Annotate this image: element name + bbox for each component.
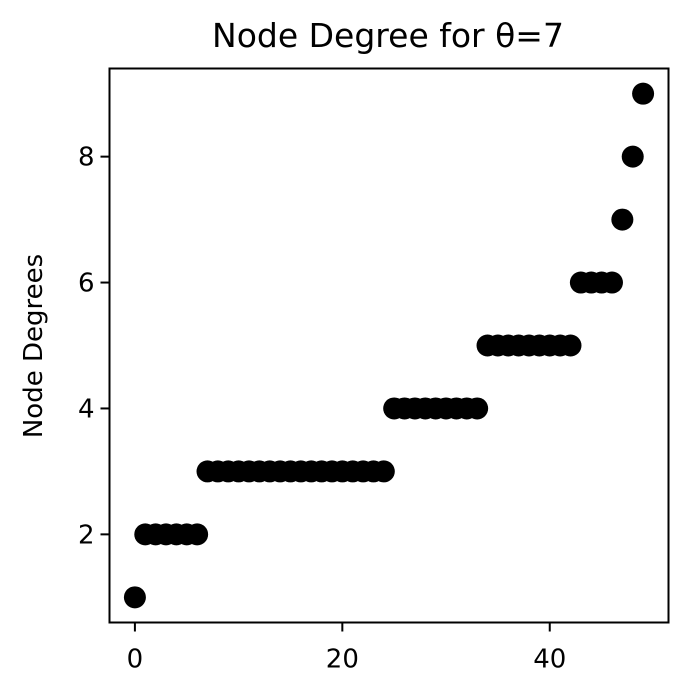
data-point	[466, 397, 489, 420]
x-axis-ticks: 0 20 40	[127, 622, 566, 675]
y-tick-label: 4	[78, 394, 95, 424]
data-point	[600, 271, 623, 294]
x-tick-label: 0	[127, 645, 144, 675]
y-tick-label: 6	[78, 269, 95, 299]
data-point	[186, 523, 209, 546]
y-tick-label: 2	[78, 520, 95, 550]
plot-frame	[108, 67, 670, 624]
x-tick-label: 20	[326, 645, 359, 675]
y-axis-label: Node Degrees	[19, 254, 49, 438]
y-tick-label: 8	[78, 143, 95, 173]
data-point	[611, 208, 634, 231]
x-tick-label: 40	[533, 645, 566, 675]
data-point	[123, 586, 146, 609]
data-point	[372, 460, 395, 483]
y-axis-ticks: 2 4 6 8	[78, 143, 110, 550]
data-point	[559, 334, 582, 357]
data-point	[632, 82, 655, 105]
data-point	[621, 145, 644, 168]
chart-title: Node Degree for θ=7	[212, 16, 564, 55]
data-points	[123, 82, 655, 609]
